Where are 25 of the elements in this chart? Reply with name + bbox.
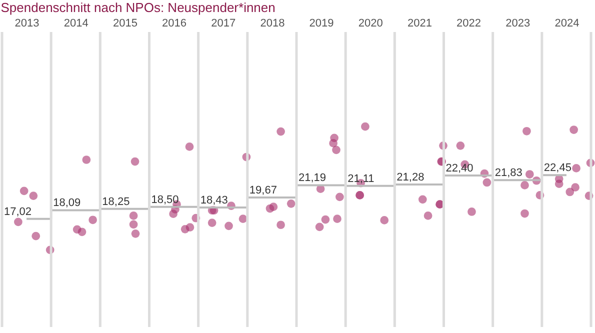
data-label: 18,50 <box>151 194 179 206</box>
x-tick-label: 2024 <box>554 18 580 30</box>
x-tick-label: 2014 <box>64 18 88 30</box>
data-label: 21,19 <box>298 172 326 184</box>
data-label: 21,28 <box>396 171 424 184</box>
x-tick-label: 2019 <box>309 18 334 30</box>
x-tick-label: 2023 <box>506 18 530 30</box>
chart-title: Spendenschnitt nach NPOs: Neuspender*innen <box>0 0 276 15</box>
x-tick-label: 2017 <box>211 18 236 30</box>
x-tick-label: 2021 <box>407 18 432 30</box>
data-label: 18,09 <box>53 197 81 210</box>
x-tick-label: 2016 <box>162 18 187 30</box>
x-tick-label: 2020 <box>358 18 383 30</box>
x-tick-label: 2013 <box>14 18 40 30</box>
x-tick-label: 2018 <box>260 18 285 30</box>
x-tick-label: 2015 <box>112 18 138 30</box>
data-label: 21,11 <box>348 172 374 185</box>
data-label: 19,67 <box>249 184 277 196</box>
data-label: 18,25 <box>102 196 130 208</box>
data-label: 18,43 <box>200 194 228 206</box>
data-label: 17,02 <box>4 206 32 218</box>
data-label: 21,83 <box>494 167 522 180</box>
x-tick-label: 2022 <box>456 18 482 30</box>
data-label: 22,40 <box>446 162 474 174</box>
data-label: 22,45 <box>544 162 572 174</box>
